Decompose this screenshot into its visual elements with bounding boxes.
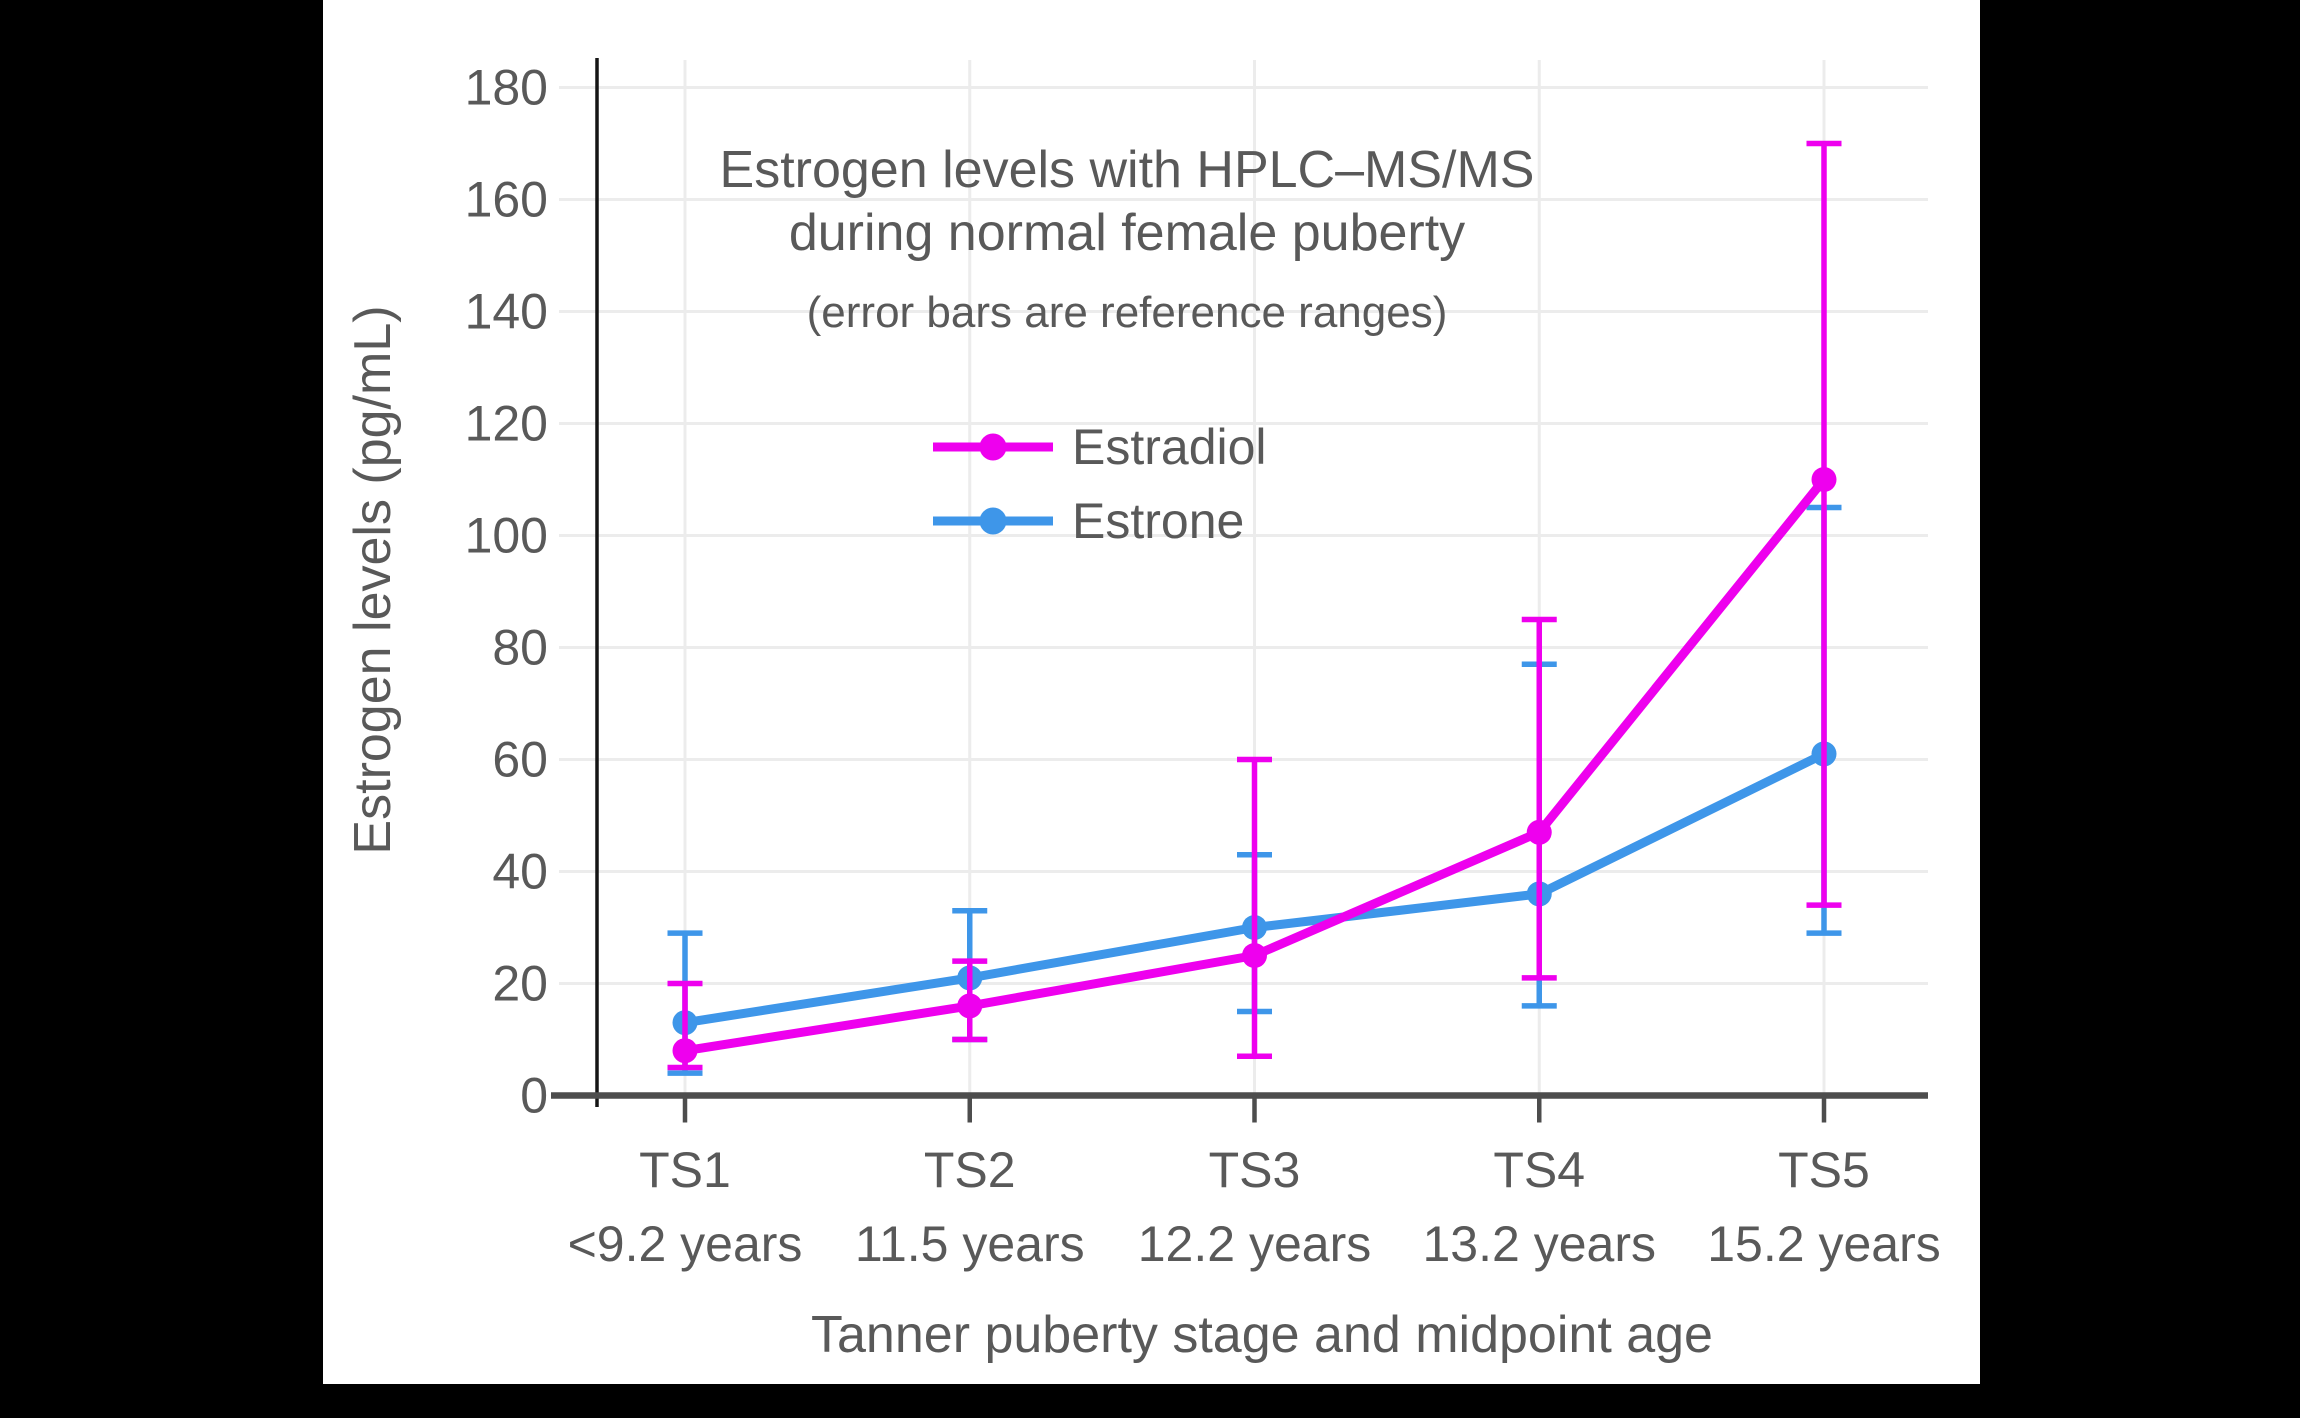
y-tick-label-20: 20 [492, 956, 548, 1012]
x-age-label-TS4: 13.2 years [1423, 1216, 1656, 1272]
estrone-legend-marker-icon [979, 507, 1007, 535]
legend: Estradiol Estrone [933, 419, 1267, 549]
estradiol-error-bar-TS3 [1237, 756, 1272, 1060]
y-axis-title: Estrogen levels (pg/mL) [344, 305, 402, 854]
x-category-label-TS2: TS2 [924, 1142, 1016, 1198]
x-category-label-TS4: TS4 [1493, 1142, 1585, 1198]
grid-layer [559, 60, 1928, 1096]
y-tick-label-160: 160 [465, 172, 548, 228]
chart-title-line1: Estrogen levels with HPLC–MS/MS [720, 141, 1535, 199]
estradiol-marker-TS2 [957, 993, 983, 1019]
axis-tick-layer [682, 1095, 1827, 1123]
y-tick-label-100: 100 [465, 508, 548, 564]
x-category-label-TS3: TS3 [1209, 1142, 1301, 1198]
y-tick-label-80: 80 [492, 620, 548, 676]
y-tick-label-180: 180 [465, 60, 548, 116]
chart-subtitle: (error bars are reference ranges) [807, 288, 1448, 337]
axis-label-layer: 0 20 40 60 80 100 120 140 160 180 TS1 <9.2 years TS2… [465, 60, 1941, 1273]
y-tick-label-40: 40 [492, 844, 548, 900]
legend-item-estrone: Estrone [933, 493, 1244, 549]
y-tick-label-60: 60 [492, 732, 548, 788]
estradiol-marker-TS1 [672, 1038, 698, 1064]
x-age-label-TS1: <9.2 years [568, 1216, 803, 1272]
estradiol-legend-marker-icon [979, 433, 1007, 461]
legend-item-estradiol: Estradiol [933, 419, 1267, 475]
estradiol-error-bar-TS4 [1521, 616, 1557, 981]
x-age-label-TS3: 12.2 years [1138, 1216, 1371, 1272]
estrone-legend-label: Estrone [1072, 493, 1244, 549]
chart-panel [323, 0, 1980, 1384]
y-tick-label-0: 0 [520, 1068, 548, 1124]
y-tick-label-120: 120 [465, 396, 548, 452]
series-estradiol [667, 140, 1842, 1071]
x-category-label-TS5: TS5 [1778, 1142, 1870, 1198]
y-tick-label-140: 140 [465, 284, 548, 340]
series-layer [667, 140, 1842, 1076]
chart-title-line2: during normal female puberty [789, 204, 1465, 262]
x-axis-title: Tanner puberty stage and midpoint age [811, 1306, 1713, 1364]
estradiol-marker-TS3 [1242, 943, 1267, 968]
estradiol-error-bar-TS5 [1806, 140, 1842, 908]
x-age-label-TS2: 11.5 years [855, 1216, 1085, 1272]
estradiol-marker-TS5 [1811, 467, 1837, 492]
x-age-label-TS5: 15.2 years [1707, 1216, 1940, 1272]
estradiol-marker-TS4 [1526, 819, 1552, 845]
estradiol-legend-label: Estradiol [1072, 419, 1267, 475]
x-category-label-TS1: TS1 [639, 1142, 731, 1198]
